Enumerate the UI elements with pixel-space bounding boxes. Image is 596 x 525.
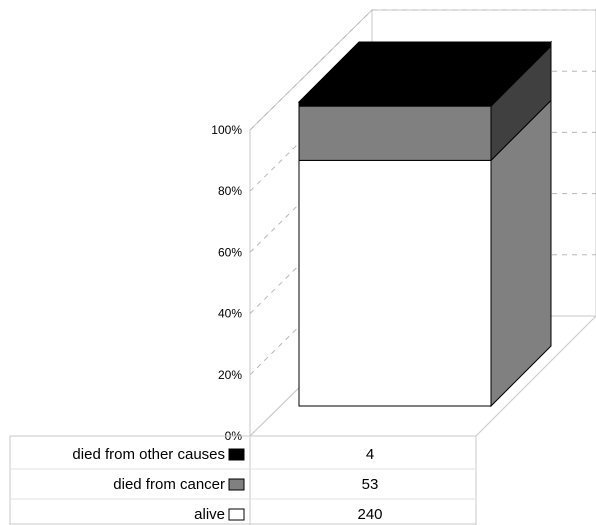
bar-front-died-from-cancer (298, 105, 492, 161)
table-rows: died from other causes 4 died from cancer 5… (10, 446, 476, 523)
table-value-died-from-other-causes: 4 (366, 446, 374, 463)
legend-label-died-from-other-causes: died from other causes (72, 446, 225, 463)
y-tick-label: 40% (218, 307, 242, 321)
y-tick-label: 20% (218, 368, 242, 382)
legend-swatch-alive (228, 508, 245, 521)
legend-label-alive: alive (194, 506, 225, 523)
y-tick-label: 100% (211, 123, 242, 137)
y-tick-label: 60% (218, 245, 242, 259)
bar-front-alive (298, 159, 492, 407)
data-table: died from other causes 4 died from cancer 5… (9, 435, 477, 525)
bars (297, 40, 553, 408)
gridline-side (249, 9, 373, 131)
bar-front-died-from-other-causes (298, 101, 492, 107)
table-value-died-from-cancer: 53 (362, 476, 379, 493)
legend-swatch-died-from-cancer (228, 478, 245, 491)
legend-label-died-from-cancer: died from cancer (113, 476, 225, 493)
y-axis-ticks: 0%20%40%60%80%100% (211, 123, 242, 443)
bar-top-died-from-other-causes (297, 41, 553, 103)
y-tick-label: 80% (218, 184, 242, 198)
legend-swatch-died-from-other-causes (228, 448, 245, 461)
table-value-alive: 240 (357, 506, 382, 523)
